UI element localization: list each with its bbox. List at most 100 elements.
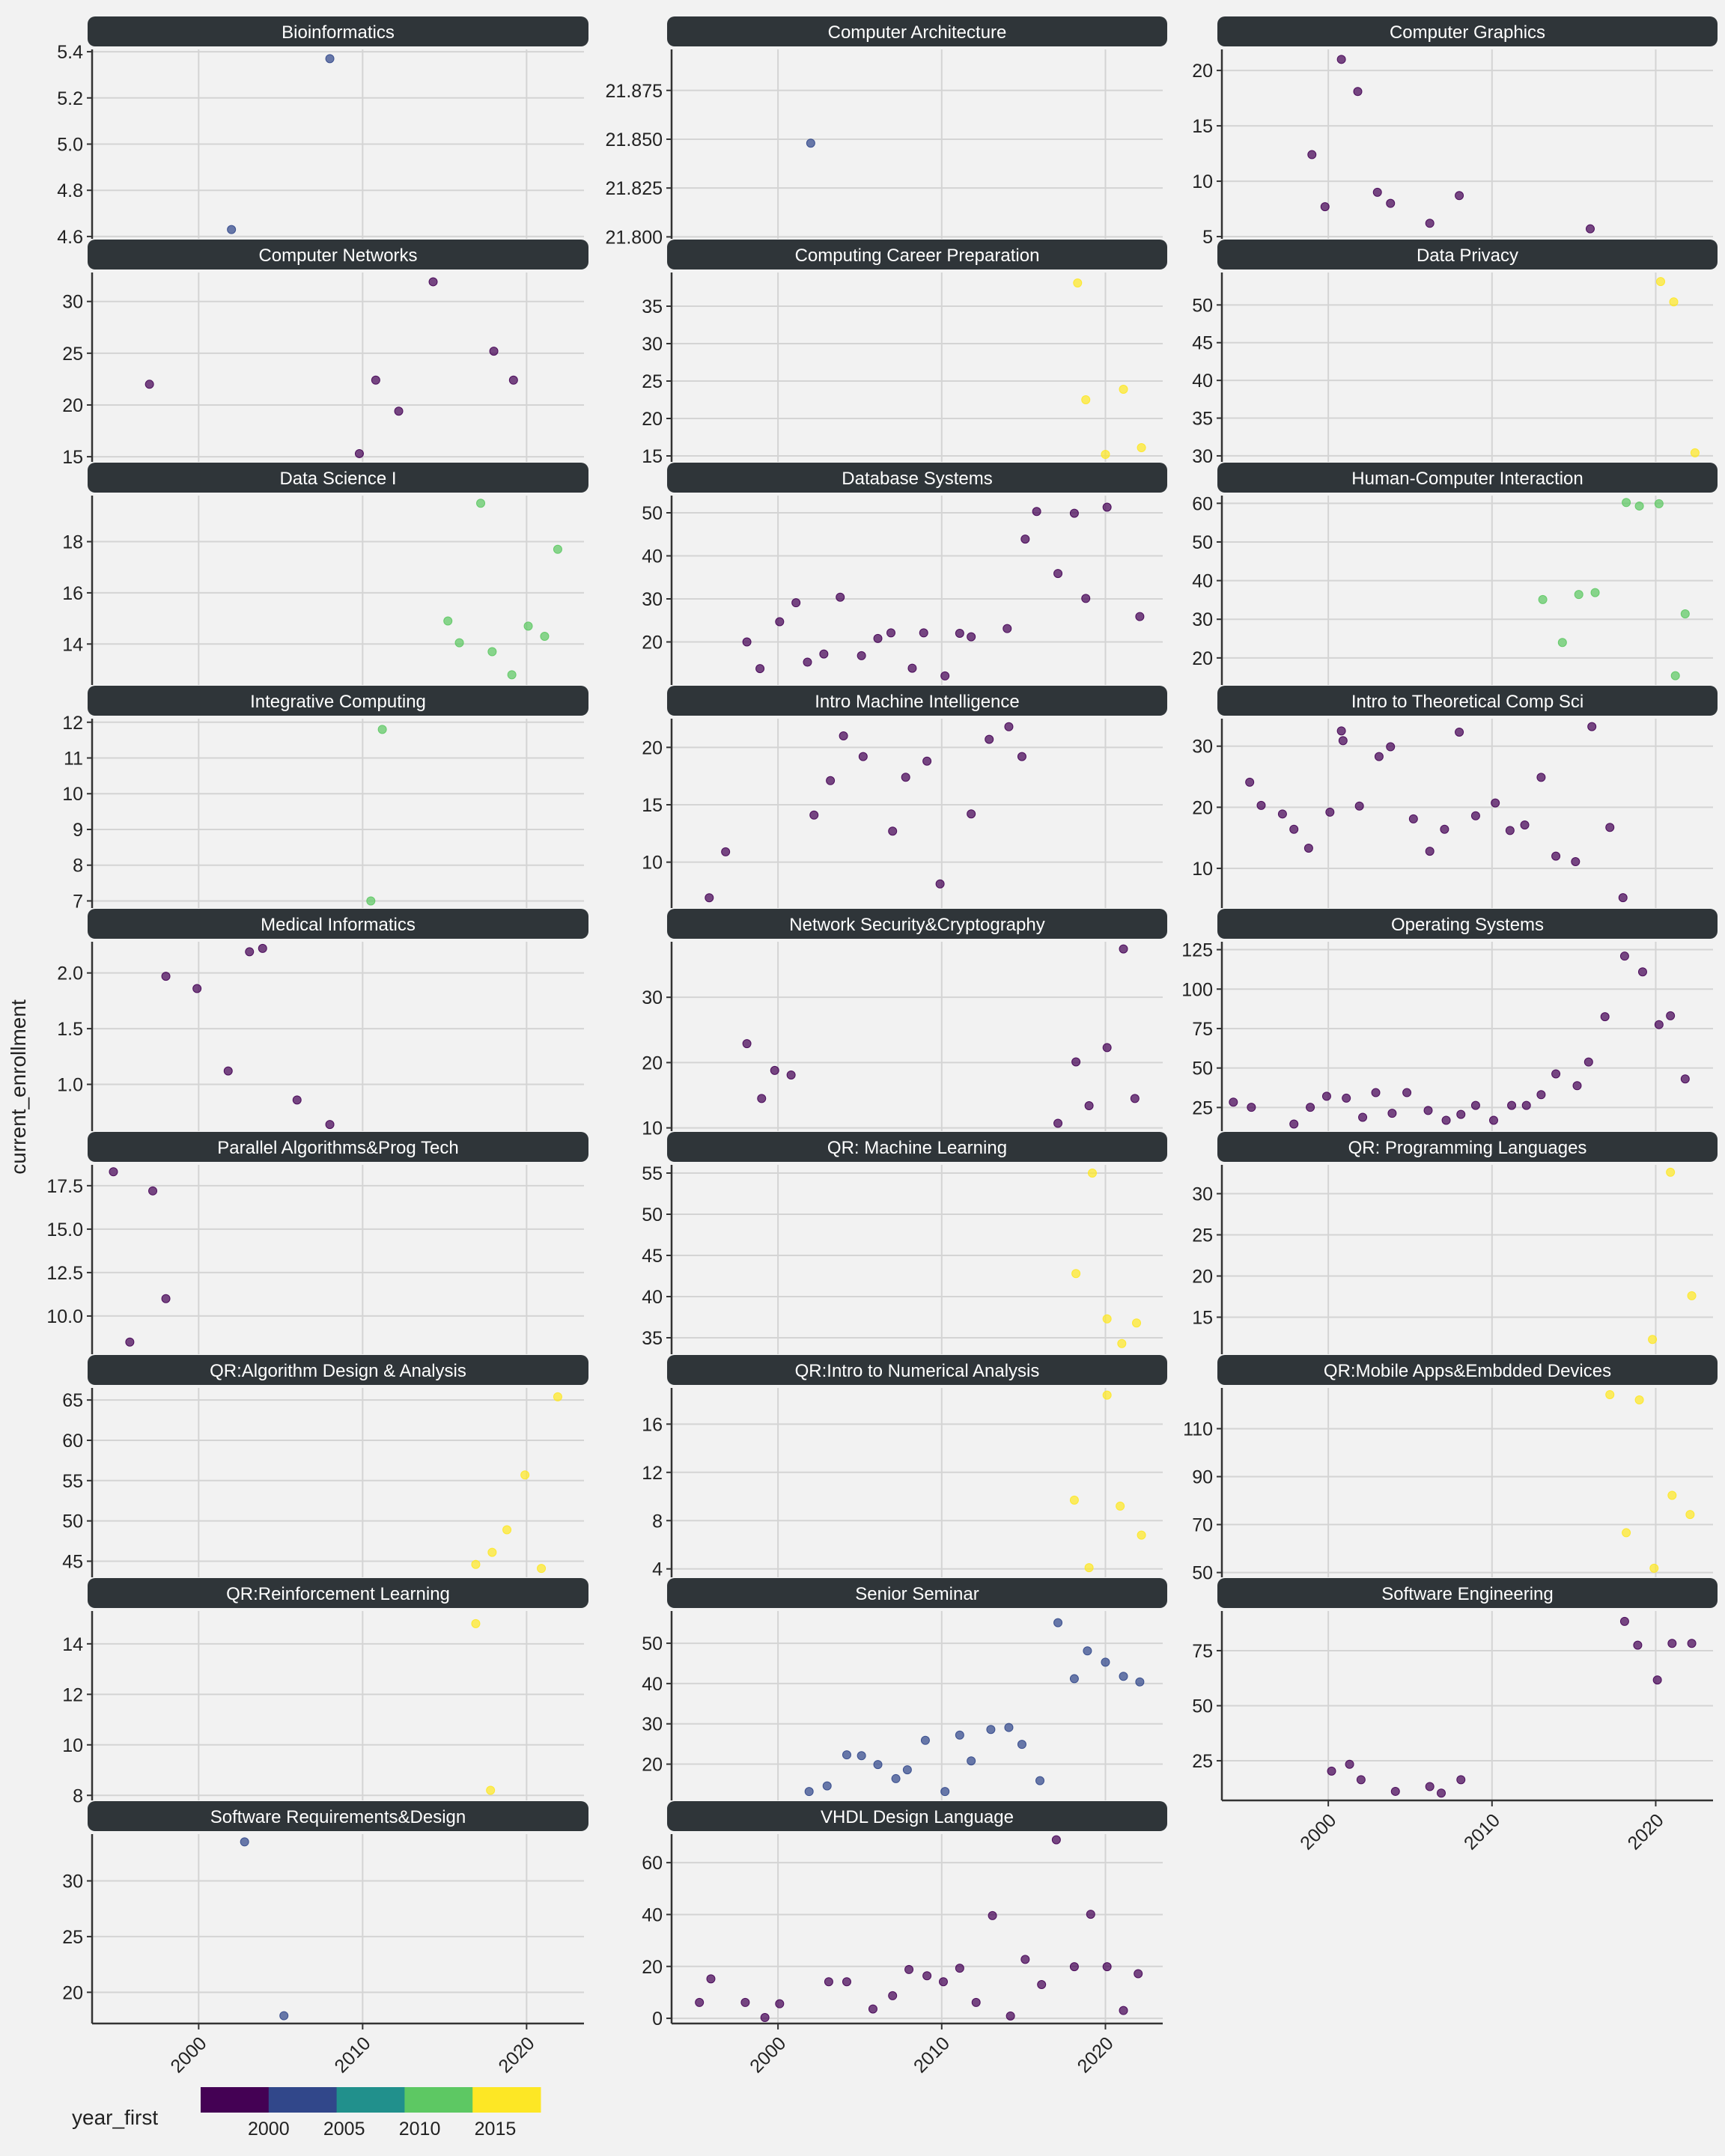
y-tick-label: 21.875	[606, 81, 663, 102]
data-point	[125, 1337, 135, 1347]
y-tick-label: 30	[1192, 1184, 1213, 1205]
data-point	[857, 1751, 866, 1761]
facet-panel: Human-Computer Interaction 20 30 40 50 60	[1192, 463, 1718, 685]
data-point	[245, 947, 255, 957]
data-point	[1306, 1103, 1315, 1112]
data-point	[109, 1167, 118, 1177]
y-tick-label: 20	[642, 737, 663, 758]
data-point	[1229, 1097, 1238, 1107]
y-tick-label: 55	[642, 1163, 663, 1184]
y-tick-label: 70	[1192, 1515, 1213, 1536]
y-tick-label: 2.0	[57, 963, 83, 984]
data-point	[922, 756, 932, 766]
facet-title: Operating Systems	[1391, 915, 1544, 935]
data-point	[1656, 277, 1666, 287]
facet-panel: Network Security&Cryptography 10 20 30	[642, 909, 1167, 1139]
data-point	[824, 1977, 833, 1987]
data-point	[1408, 814, 1418, 823]
data-point	[1101, 450, 1110, 459]
data-point	[1649, 1563, 1659, 1573]
data-point	[227, 225, 237, 234]
facet-title: Parallel Algorithms&Prog Tech	[217, 1138, 458, 1158]
facet-title: Bioinformatics	[282, 22, 395, 43]
data-point	[507, 670, 517, 680]
y-tick-label: 20	[1192, 1267, 1213, 1288]
data-point	[1119, 2006, 1128, 2015]
facet-title: QR:Intro to Numerical Analysis	[795, 1361, 1040, 1381]
data-point	[1338, 736, 1348, 746]
data-point	[1101, 1657, 1110, 1667]
facet-strip	[667, 1132, 1167, 1162]
y-tick-label: 5.2	[57, 88, 83, 109]
data-point	[486, 1785, 496, 1795]
y-tick-label: 10	[62, 784, 83, 805]
data-point	[325, 54, 335, 64]
y-tick-label: 30	[642, 1714, 663, 1735]
data-point	[873, 633, 883, 643]
data-point	[1084, 1100, 1094, 1110]
data-point	[240, 1837, 249, 1847]
data-point	[886, 628, 896, 638]
data-point	[786, 1070, 796, 1079]
data-point	[1488, 1115, 1498, 1125]
data-point	[1336, 726, 1346, 736]
y-tick-label: 20	[642, 633, 663, 654]
y-tick-label: 40	[1192, 371, 1213, 392]
data-point	[1135, 1677, 1145, 1687]
data-point	[1053, 1118, 1063, 1128]
y-tick-label: 50	[1192, 532, 1213, 553]
y-tick-label: 50	[1192, 1563, 1213, 1584]
facet-panel: Intro Machine Intelligence 10 15 20	[642, 686, 1167, 908]
data-point	[868, 2004, 877, 2014]
color-legend: year_first 2000 2005 2010 2015	[72, 2087, 541, 2140]
data-point	[1353, 87, 1363, 97]
facet-title: Human-Computer Interaction	[1351, 469, 1583, 489]
y-tick-label: 10.0	[46, 1306, 83, 1327]
legend-tick-label: 2000	[248, 2119, 290, 2140]
data-point	[1425, 219, 1435, 228]
data-point	[1441, 1115, 1451, 1125]
data-point	[1245, 777, 1255, 787]
y-tick-label: 12.5	[46, 1263, 83, 1284]
data-point	[967, 632, 976, 642]
data-point	[806, 138, 815, 148]
data-point	[553, 544, 562, 554]
data-point	[148, 1186, 158, 1196]
data-point	[1004, 722, 1014, 731]
facet-title: Medical Informatics	[261, 915, 416, 935]
data-point	[955, 629, 964, 638]
data-point	[888, 826, 898, 836]
data-point	[371, 375, 380, 385]
data-point	[1372, 187, 1382, 197]
y-tick-label: 4.8	[57, 180, 83, 201]
data-point	[705, 893, 714, 903]
facet-panel: Computer Networks 15 20 25 30	[62, 240, 588, 468]
y-tick-label: 25	[62, 1927, 83, 1948]
data-point	[1083, 1646, 1092, 1656]
data-point	[938, 1977, 948, 1987]
data-point	[1634, 1395, 1644, 1405]
data-point	[1574, 590, 1583, 600]
data-point	[377, 725, 387, 734]
y-tick-label: 1.5	[57, 1019, 83, 1040]
data-point	[809, 810, 819, 820]
data-point	[1004, 1723, 1014, 1732]
data-point	[487, 1547, 497, 1557]
facet-strip	[88, 1355, 588, 1385]
y-tick-label: 75	[1192, 1641, 1213, 1662]
data-point	[1006, 2011, 1015, 2021]
facet-strip	[667, 240, 1167, 270]
data-point	[1654, 1020, 1664, 1029]
data-point	[1130, 1094, 1140, 1103]
data-point	[1336, 55, 1346, 64]
y-tick-label: 30	[642, 334, 663, 355]
data-point	[1137, 1530, 1146, 1540]
y-tick-label: 30	[1192, 446, 1213, 467]
data-point	[1622, 498, 1631, 508]
data-point	[770, 1065, 779, 1075]
legend-title: year_first	[72, 2106, 158, 2129]
data-point	[223, 1066, 233, 1076]
y-tick-label: 50	[642, 1205, 663, 1225]
facet-panel: Medical Informatics 1.0 1.5 2.0	[57, 909, 588, 1131]
